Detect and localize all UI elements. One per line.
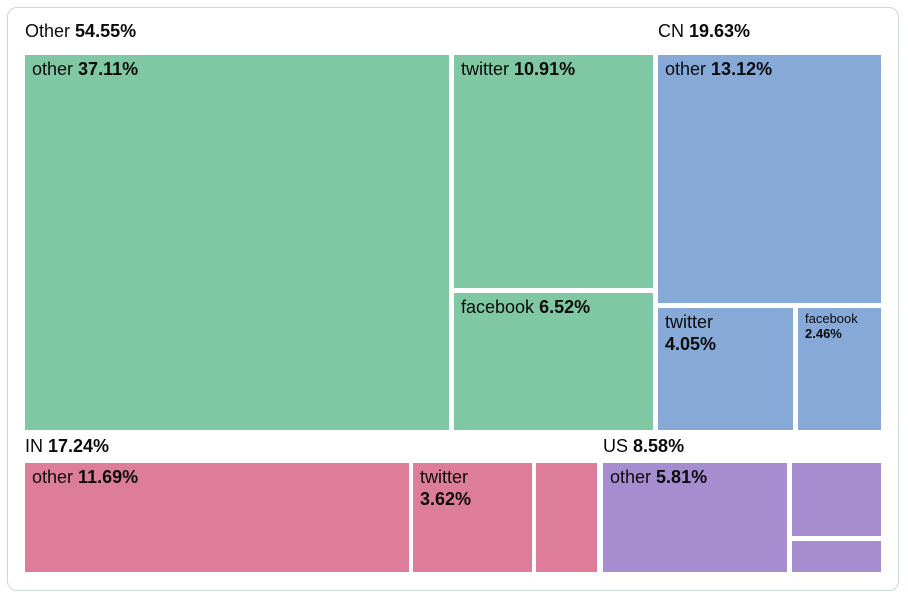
group-name: CN xyxy=(658,21,684,41)
cell-label: other xyxy=(32,467,74,487)
group-name: Other xyxy=(25,21,71,41)
cell-us-unlabeled-2[interactable] xyxy=(792,541,881,572)
group-name: IN xyxy=(25,436,43,456)
cell-percent: 10.91% xyxy=(514,59,576,79)
cell-us-unlabeled-1[interactable] xyxy=(792,463,881,536)
cell-other-other[interactable]: other 37.11% xyxy=(25,55,449,430)
cell-percent: 5.81% xyxy=(656,467,708,487)
cell-in-other[interactable]: other 11.69% xyxy=(25,463,409,572)
cell-other-facebook[interactable]: facebook 6.52% xyxy=(454,293,653,430)
treemap: Other 54.55% CN 19.63% IN 17.24% US 8.58… xyxy=(8,8,898,590)
cell-other-twitter[interactable]: twitter 10.91% xyxy=(454,55,653,288)
cell-cn-facebook[interactable]: facebook 2.46% xyxy=(798,308,881,430)
cell-label: twitter xyxy=(420,467,469,487)
cell-label: twitter xyxy=(461,59,510,79)
cell-cn-twitter[interactable]: twitter 4.05% xyxy=(658,308,793,430)
cell-label: facebook xyxy=(461,297,535,317)
cell-in-unlabeled[interactable] xyxy=(536,463,597,572)
group-label-other: Other 54.55% xyxy=(25,21,136,43)
cell-us-other[interactable]: other 5.81% xyxy=(603,463,787,572)
group-label-in: IN 17.24% xyxy=(25,436,109,458)
cell-percent: 13.12% xyxy=(711,59,773,79)
cell-label: twitter xyxy=(665,312,714,332)
cell-in-twitter[interactable]: twitter 3.62% xyxy=(413,463,532,572)
cell-label: facebook xyxy=(805,311,858,326)
cell-percent: 6.52% xyxy=(539,297,591,317)
cell-percent: 2.46% xyxy=(805,325,842,341)
cell-label: other xyxy=(610,467,652,487)
cell-percent: 3.62% xyxy=(420,488,472,509)
group-label-us: US 8.58% xyxy=(603,436,684,458)
cell-percent: 4.05% xyxy=(665,333,717,354)
chart-card: Other 54.55% CN 19.63% IN 17.24% US 8.58… xyxy=(7,7,899,591)
group-name: US xyxy=(603,436,629,456)
group-percent: 17.24% xyxy=(48,436,110,456)
group-percent: 54.55% xyxy=(75,21,137,41)
group-percent: 8.58% xyxy=(633,436,685,456)
group-percent: 19.63% xyxy=(689,21,751,41)
cell-label: other xyxy=(665,59,707,79)
cell-cn-other[interactable]: other 13.12% xyxy=(658,55,881,303)
group-label-cn: CN 19.63% xyxy=(658,21,750,43)
cell-percent: 37.11% xyxy=(78,59,139,79)
cell-percent: 11.69% xyxy=(78,467,139,487)
cell-label: other xyxy=(32,59,74,79)
